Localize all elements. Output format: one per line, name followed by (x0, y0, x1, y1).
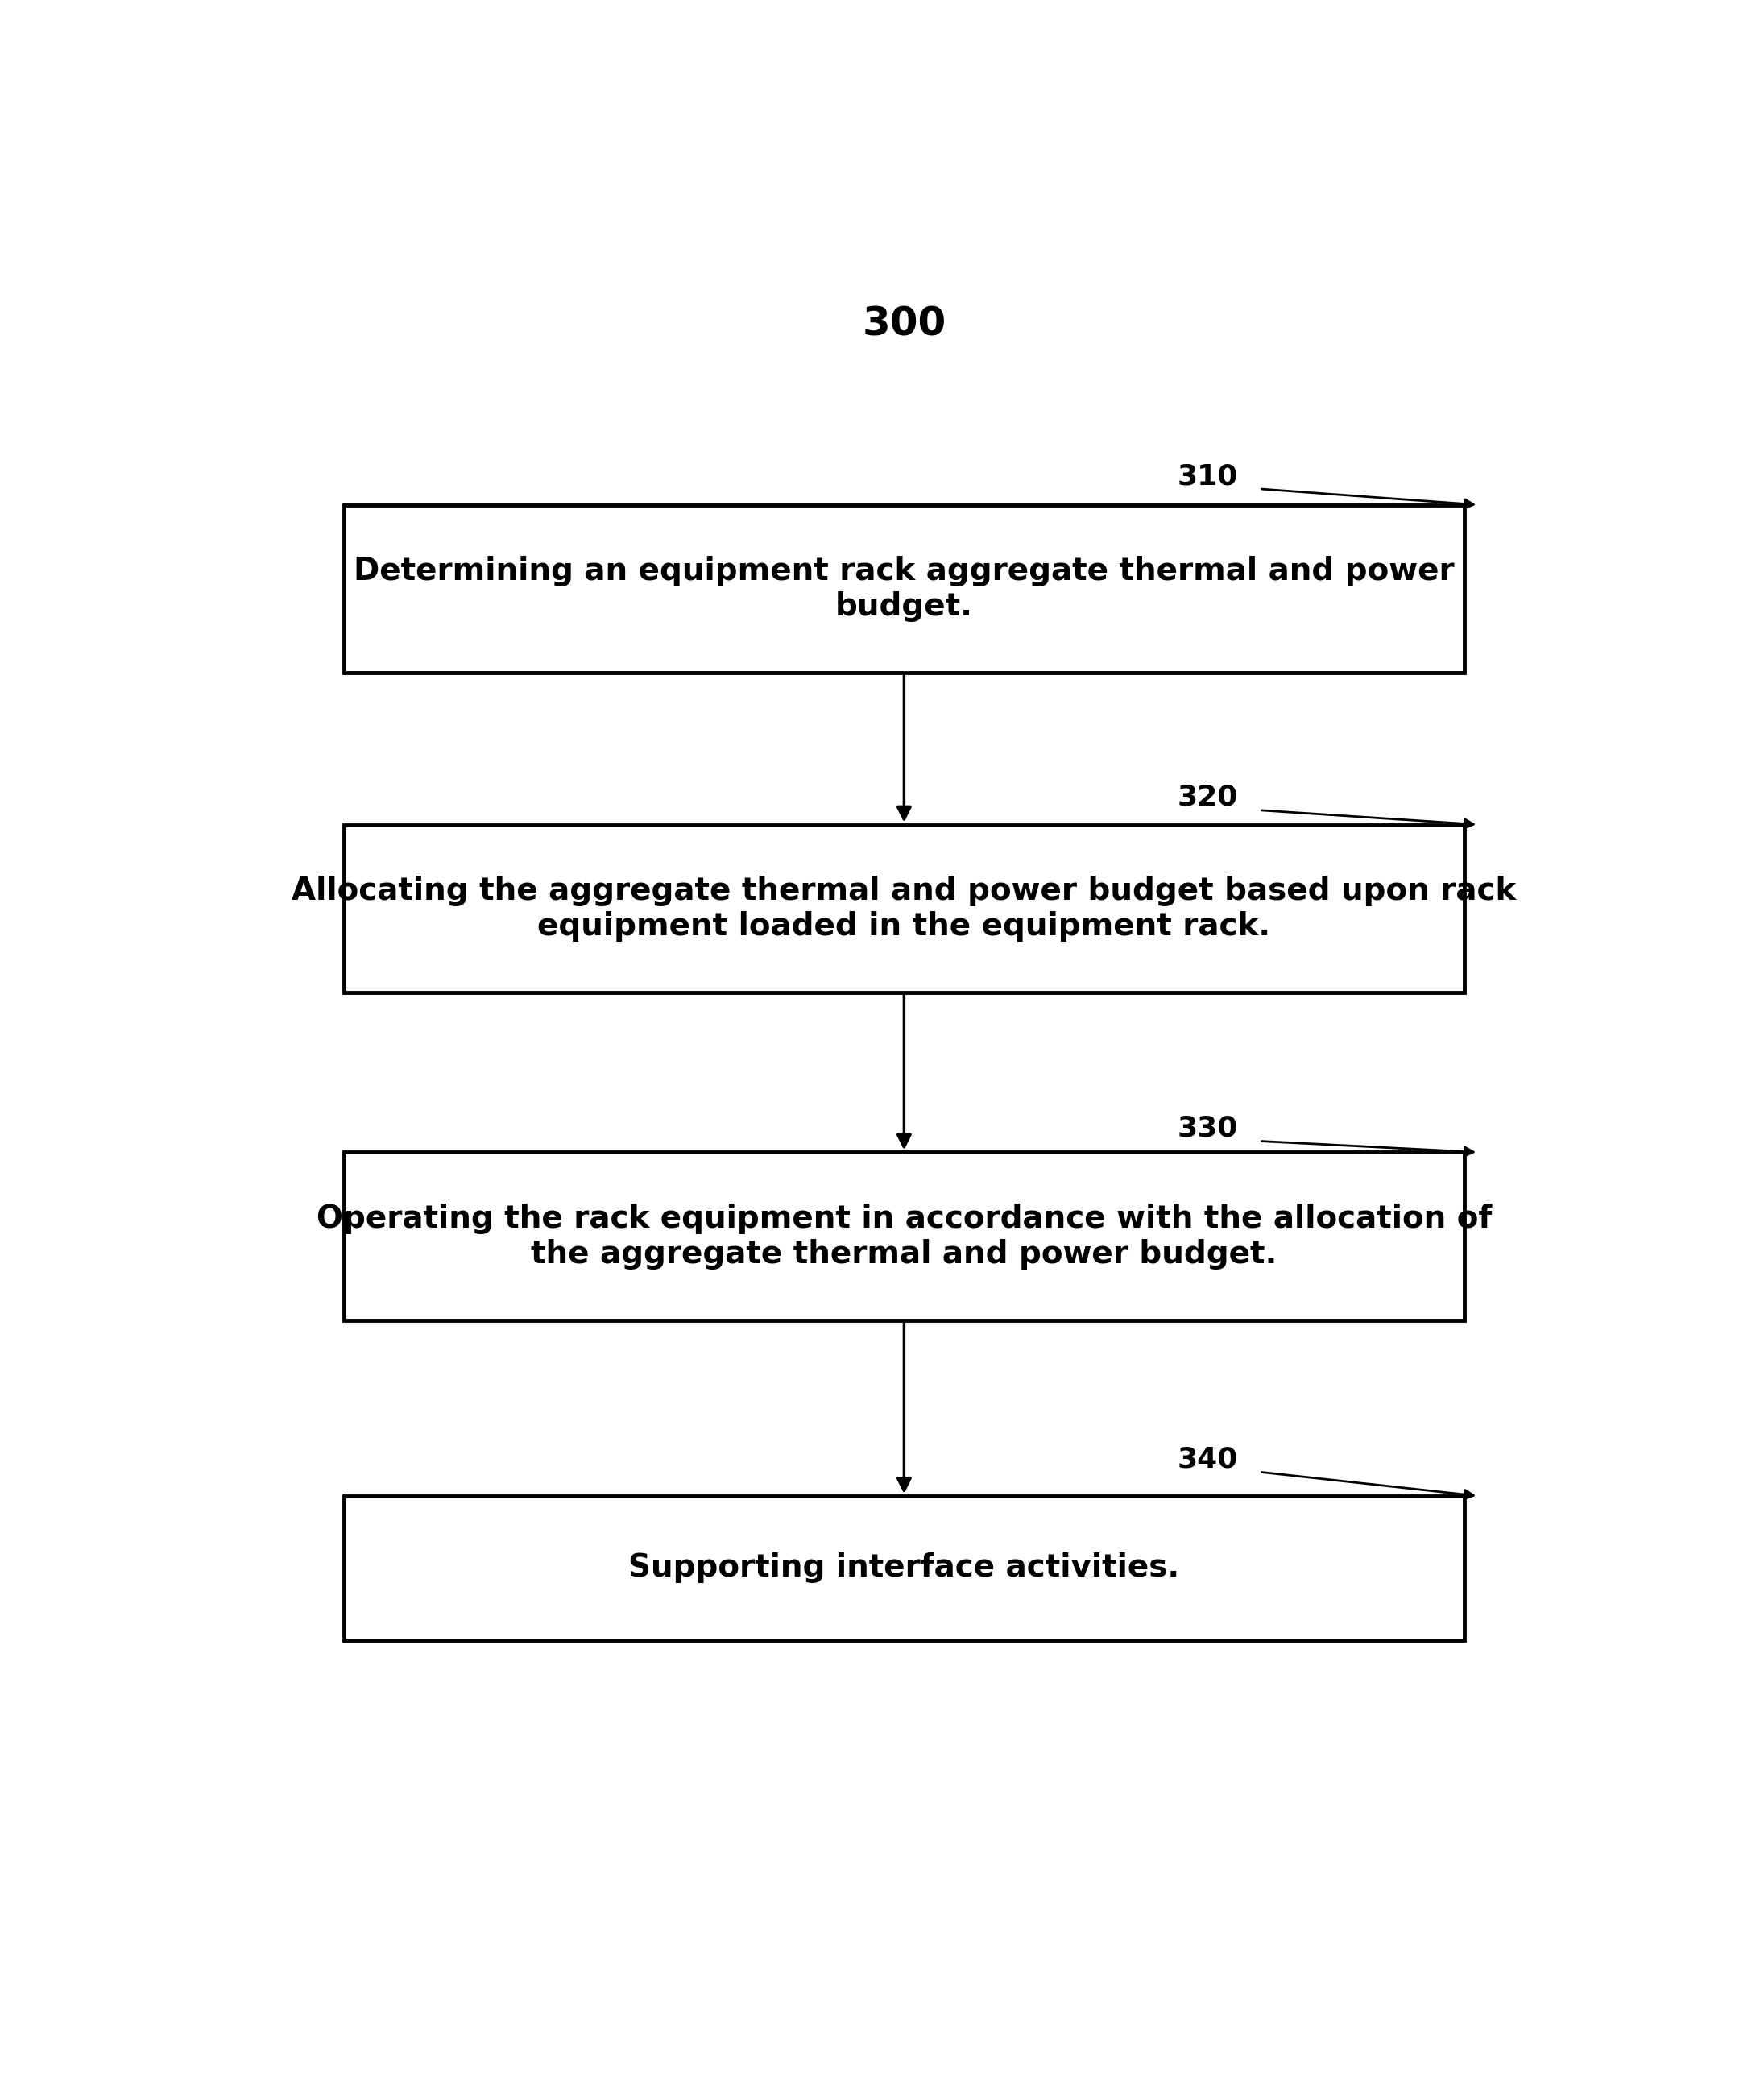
FancyBboxPatch shape (344, 1152, 1464, 1320)
Text: Allocating the aggregate thermal and power budget based upon rack
equipment load: Allocating the aggregate thermal and pow… (291, 876, 1517, 943)
FancyBboxPatch shape (344, 504, 1464, 673)
Text: Supporting interface activities.: Supporting interface activities. (628, 1553, 1180, 1584)
Text: 310: 310 (1177, 463, 1238, 490)
Text: Operating the rack equipment in accordance with the allocation of
the aggregate : Operating the rack equipment in accordan… (316, 1204, 1492, 1268)
Text: 330: 330 (1177, 1115, 1238, 1142)
Text: 340: 340 (1177, 1445, 1238, 1472)
Text: 320: 320 (1177, 785, 1238, 812)
FancyBboxPatch shape (344, 1497, 1464, 1640)
FancyBboxPatch shape (344, 824, 1464, 992)
Text: 300: 300 (863, 305, 946, 345)
Text: Determining an equipment rack aggregate thermal and power
budget.: Determining an equipment rack aggregate … (353, 556, 1455, 623)
